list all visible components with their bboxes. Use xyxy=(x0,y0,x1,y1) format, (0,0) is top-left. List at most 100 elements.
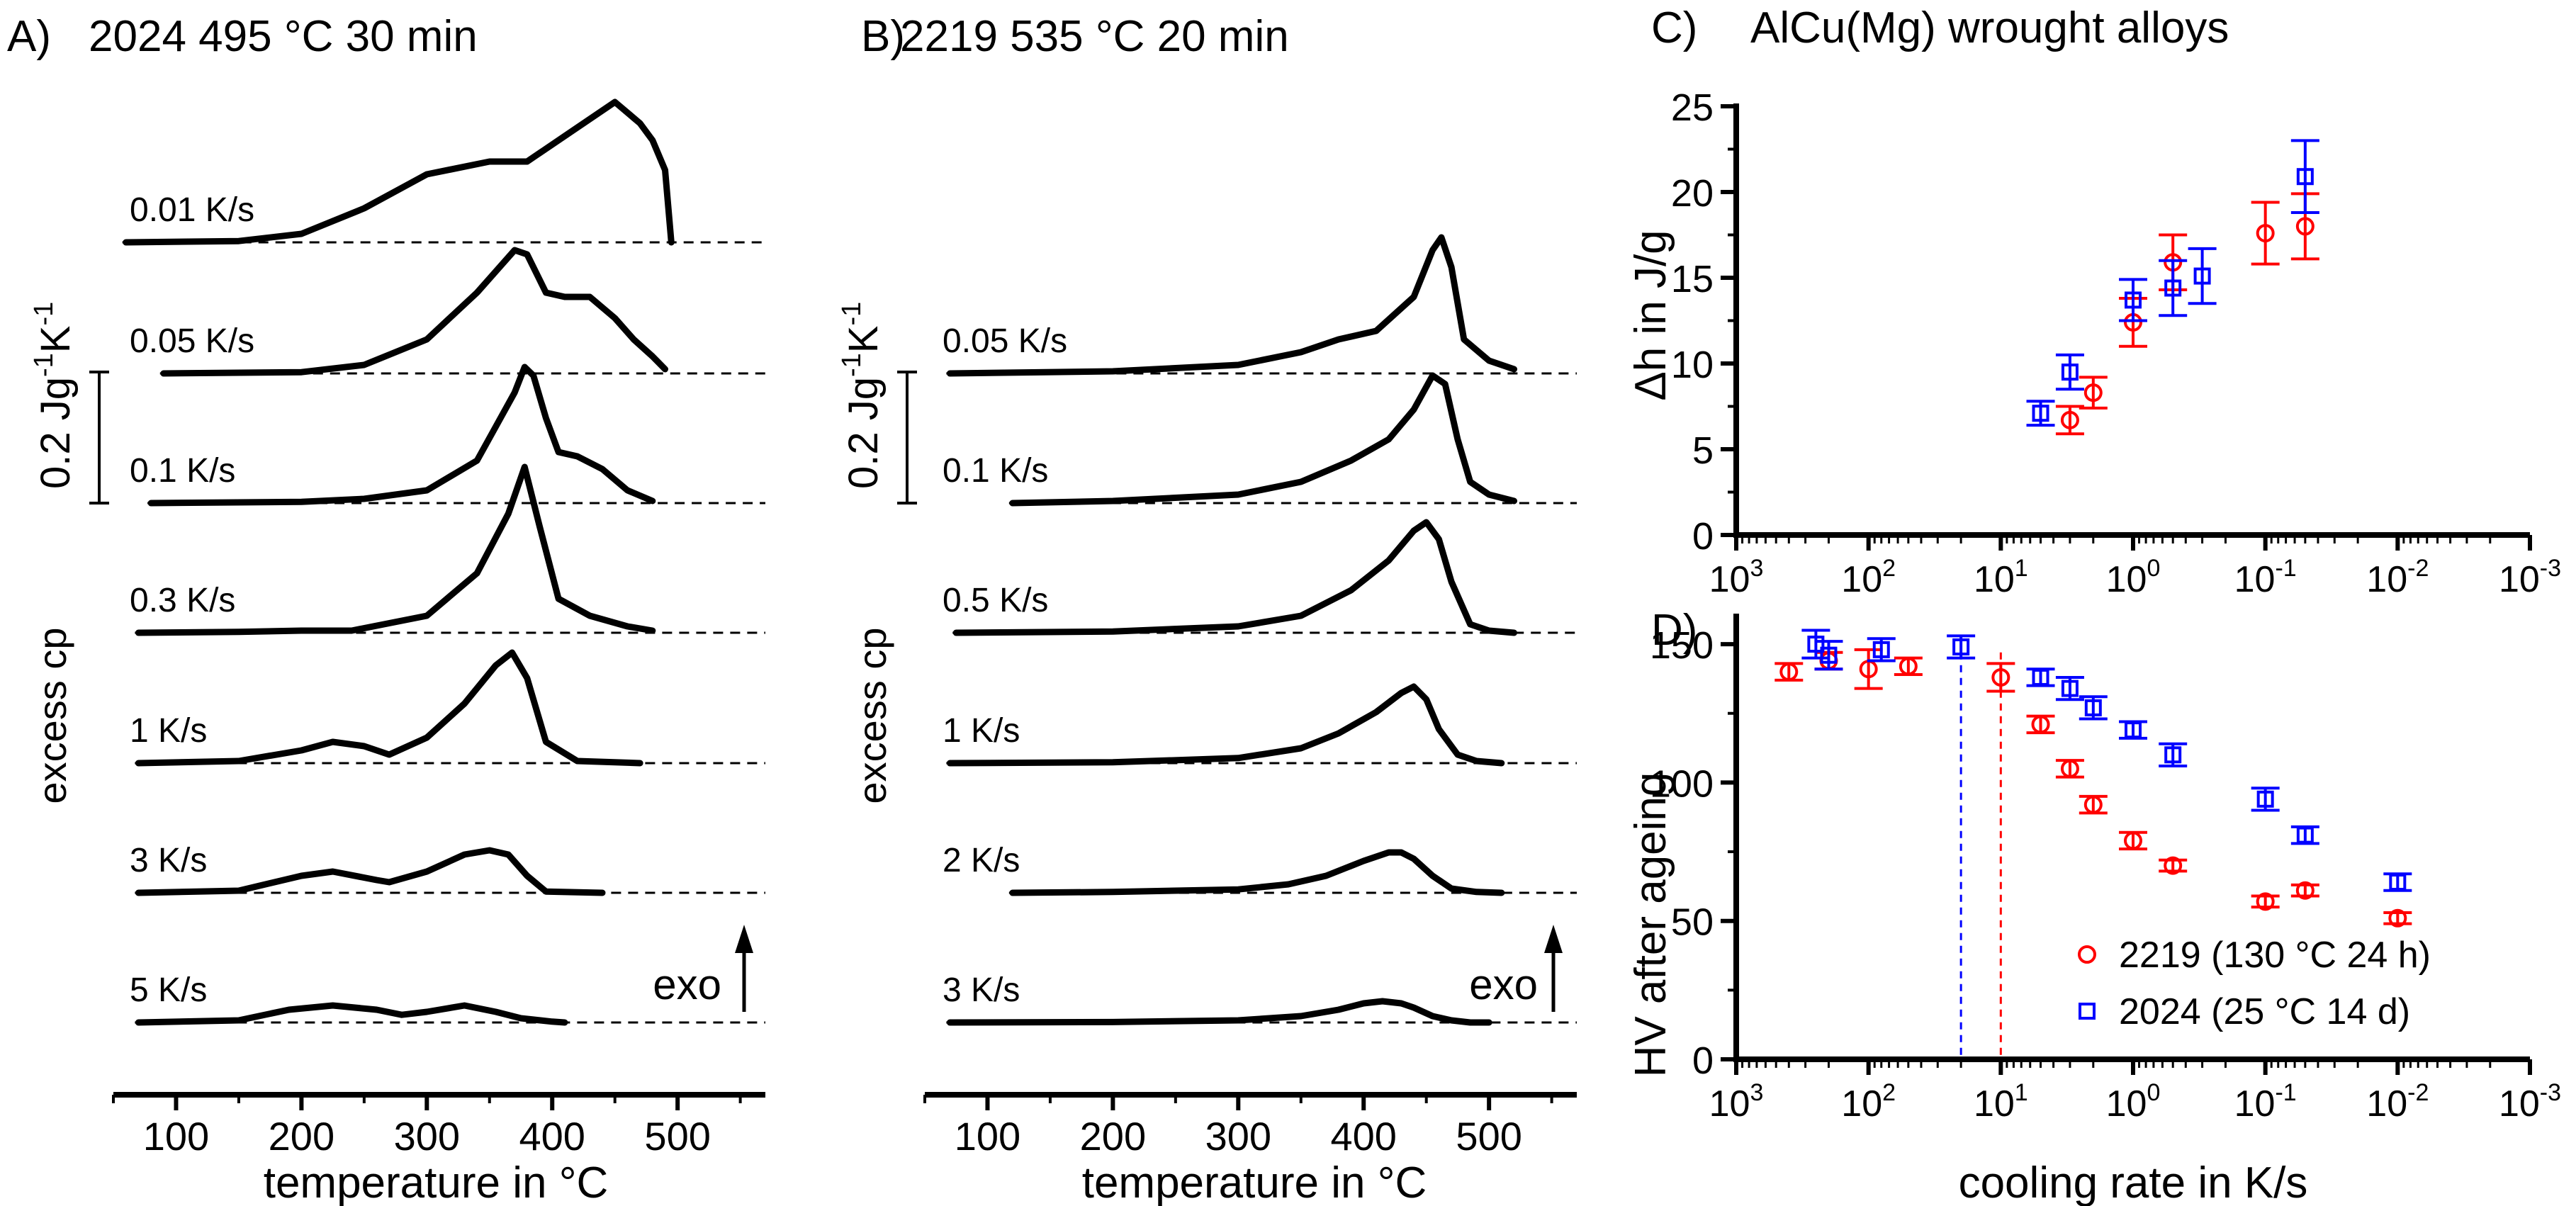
x-tick-label-6: 10-3 xyxy=(2499,555,2561,600)
legend-marker-0 xyxy=(2078,945,2096,964)
curve-label-4: 1 K/s xyxy=(130,712,207,750)
x-tick-label-4: 500 xyxy=(644,1114,710,1159)
panel-c-title: AlCu(Mg) wrought alloys xyxy=(1750,4,2229,52)
panel-b: B) 2219 535 °C 20 min 0.05 K/s 0.1 K/s 0.5… xyxy=(837,12,1577,1206)
panel-c-axes: 0 5 10 15 20 25 103 102 101 100 10-1 10-2 10-3 xyxy=(1671,86,2561,600)
curve-1 xyxy=(1009,372,1517,507)
curve-label-4: 2 K/s xyxy=(943,842,1020,879)
curve-2 xyxy=(952,519,1517,636)
x-tick-label-0: 100 xyxy=(143,1114,209,1159)
panel-b-x-label: temperature in °C xyxy=(1082,1159,1427,1206)
point-1-3 xyxy=(2164,279,2182,297)
point-1-5 xyxy=(2061,680,2079,697)
curve-3 xyxy=(946,683,1505,767)
point-0-1 xyxy=(2083,383,2103,402)
x-tick-label-0: 100 xyxy=(955,1114,1020,1159)
point-0-11 xyxy=(2295,881,2315,900)
point-1-1 xyxy=(2061,364,2079,381)
curve-0 xyxy=(946,234,1517,377)
panel-d-data xyxy=(1774,629,2412,1059)
curve-label-2: 0.1 K/s xyxy=(130,452,235,490)
panel-d-y-label: HV after ageing xyxy=(1626,772,1675,1078)
point-0-5 xyxy=(2031,715,2050,734)
point-0-9 xyxy=(2164,856,2183,875)
x-tick-label-1: 102 xyxy=(1841,1079,1896,1125)
point-0-12 xyxy=(2388,908,2407,928)
y-tick-label-0: 0 xyxy=(1692,515,1714,558)
curve-label-1: 0.1 K/s xyxy=(943,452,1048,490)
curve-4 xyxy=(135,649,643,767)
point-0-10 xyxy=(2256,892,2275,911)
panel-b-title: 2219 535 °C 20 min xyxy=(900,12,1289,61)
point-1-6 xyxy=(2084,699,2102,716)
y-tick-label-1: 5 xyxy=(1692,429,1714,472)
legend-label-1: 2024 (25 °C 14 d) xyxy=(2119,991,2410,1032)
y-tick-label-3: 150 xyxy=(1650,624,1714,667)
y-tick-label-2: 100 xyxy=(1650,762,1714,805)
point-1-10 xyxy=(2296,826,2314,844)
x-tick-label-1: 200 xyxy=(269,1114,334,1159)
legend-marker-1 xyxy=(2079,1003,2096,1020)
x-tick-label-6: 10-3 xyxy=(2499,1079,2561,1125)
panel-c-data xyxy=(2026,139,2319,436)
panel-a-exo-label: exo xyxy=(653,961,721,1008)
y-tick-label-5: 25 xyxy=(1671,86,1714,129)
point-1-2 xyxy=(2125,291,2142,309)
curve-4 xyxy=(1009,849,1505,896)
point-0-6 xyxy=(2060,759,2079,778)
curve-label-3: 0.3 K/s xyxy=(130,582,235,619)
x-tick-label-3: 400 xyxy=(519,1114,585,1159)
curve-2 xyxy=(147,364,656,507)
point-0-0 xyxy=(1779,663,1799,682)
panel-c: C) AlCu(Mg) wrought alloys 0 5 10 15 20 25 103… xyxy=(1626,4,2561,600)
point-0-7 xyxy=(2083,795,2103,814)
x-tick-label-5: 10-2 xyxy=(2366,555,2429,600)
legend-label-0: 2219 (130 °C 24 h) xyxy=(2119,935,2431,976)
x-tick-label-2: 300 xyxy=(394,1114,460,1159)
curve-3 xyxy=(135,463,656,636)
point-1-2 xyxy=(1872,641,1890,658)
x-tick-label-3: 400 xyxy=(1331,1114,1397,1159)
panel-a-y-label: excess cp xyxy=(30,628,74,804)
y-tick-label-1: 50 xyxy=(1671,901,1714,944)
x-tick-label-0: 103 xyxy=(1709,1079,1764,1125)
curve-6 xyxy=(135,1002,568,1026)
point-1-1 xyxy=(1820,646,1838,664)
panel-b-scale-bar-label: 0.2 Jg-1K-1 xyxy=(837,302,887,489)
curve-5 xyxy=(946,998,1492,1026)
y-tick-label-0: 0 xyxy=(1692,1039,1714,1082)
panel-a-exo-arrow-head xyxy=(735,925,753,953)
point-1-9 xyxy=(2256,790,2274,808)
point-1-0 xyxy=(2032,405,2049,422)
panel-a-curves: 0.01 K/s 0.05 K/s 0.1 K/s 0.3 K/s 1 K/s 3 K/s… xyxy=(122,98,765,1026)
panel-a-x-axis: 100 200 300 400 500 xyxy=(112,1092,765,1159)
panel-d-axes: 0 50 100 150 103 102 101 100 10-1 10-2 10-3 xyxy=(1650,614,2561,1125)
curve-label-2: 0.5 K/s xyxy=(943,582,1048,619)
curve-1 xyxy=(160,247,668,377)
panel-d-x-label: cooling rate in K/s xyxy=(1959,1159,2308,1206)
x-tick-label-1: 200 xyxy=(1080,1114,1146,1159)
x-tick-label-3: 100 xyxy=(2106,1079,2161,1125)
point-0-3 xyxy=(1899,657,1918,676)
panel-a-label: A) xyxy=(7,12,51,61)
x-tick-label-3: 100 xyxy=(2106,555,2161,600)
curve-label-5: 3 K/s xyxy=(130,842,207,879)
point-1-7 xyxy=(2125,721,2142,739)
x-tick-label-2: 101 xyxy=(1974,1079,2028,1125)
curve-label-0: 0.01 K/s xyxy=(130,191,254,229)
panel-d: D) 0 50 100 150 103 102 101 100 10-1 10-2 10-3 HV … xyxy=(1626,606,2561,1206)
point-1-4 xyxy=(2032,668,2049,686)
panel-b-exo-arrow-head xyxy=(1544,925,1563,953)
x-tick-label-4: 10-1 xyxy=(2234,555,2297,600)
point-0-5 xyxy=(2295,217,2315,236)
curve-5 xyxy=(135,847,606,896)
panel-b-label: B) xyxy=(861,12,905,61)
x-tick-label-4: 10-1 xyxy=(2234,1079,2297,1125)
panel-c-y-label: Δh in J/g xyxy=(1626,230,1675,400)
x-tick-label-2: 101 xyxy=(1974,555,2028,600)
curve-label-5: 3 K/s xyxy=(943,971,1020,1009)
panel-d-label: D) xyxy=(1651,606,1697,655)
x-tick-label-4: 500 xyxy=(1456,1114,1522,1159)
curve-label-6: 5 K/s xyxy=(130,971,207,1009)
curve-label-3: 1 K/s xyxy=(943,712,1020,750)
